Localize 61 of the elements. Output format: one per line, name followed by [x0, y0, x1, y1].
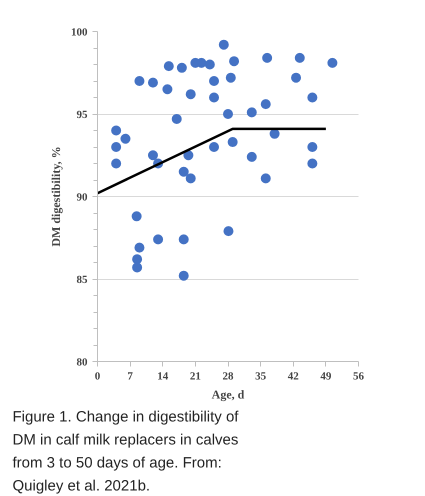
point [178, 166, 189, 177]
point [223, 226, 234, 236]
point [209, 142, 220, 152]
point [183, 150, 194, 160]
point [260, 173, 271, 184]
x-tick-label: 49 [320, 370, 332, 382]
x-tick-label: 0 [94, 370, 101, 382]
point [132, 211, 142, 222]
point [209, 92, 220, 102]
x-tick-label: 28 [222, 370, 234, 382]
point [134, 242, 144, 253]
point [218, 40, 229, 50]
point [291, 72, 302, 83]
point [307, 142, 318, 152]
point [186, 89, 196, 100]
y-tick-label: 100 [71, 26, 88, 38]
point [132, 262, 142, 272]
point [111, 158, 122, 168]
x-tick-label: 21 [190, 370, 201, 382]
point [111, 142, 122, 152]
point [164, 61, 174, 72]
point [262, 52, 272, 63]
x-tick-label: 56 [353, 370, 364, 382]
x-tick-label: 14 [157, 370, 169, 382]
x-tick-label: 35 [255, 370, 267, 382]
x-tick-label: 7 [127, 370, 134, 382]
point [172, 114, 182, 124]
y-tick-label: 90 [76, 192, 88, 204]
point [246, 152, 257, 162]
y-axis-title: DM digestibility, % [49, 146, 63, 247]
point [178, 270, 189, 281]
point [307, 158, 318, 168]
point [120, 134, 130, 144]
y-tick-label: 85 [76, 274, 88, 286]
point [226, 72, 236, 83]
point [294, 52, 305, 63]
x-tick-label: 42 [288, 370, 300, 382]
point [246, 107, 257, 118]
caption: Figure 1. Change in digestibility of DM in calf milk replacers in calves from 3 to 50 days of age. From: Quigley et al. 2021b. [12, 408, 240, 494]
point [178, 234, 189, 244]
point [270, 128, 280, 139]
point [228, 137, 238, 148]
x-axis-title: Age, d [212, 388, 245, 402]
point [223, 109, 233, 119]
point [148, 150, 158, 160]
point [176, 62, 187, 73]
point [153, 234, 164, 244]
point [134, 76, 144, 86]
y-tick-label: 95 [76, 109, 88, 121]
point [162, 84, 172, 94]
point [186, 173, 196, 184]
point [204, 60, 215, 70]
point [209, 76, 220, 86]
point [260, 99, 271, 110]
point [307, 92, 318, 102]
point [148, 78, 158, 88]
point [111, 126, 122, 136]
y-tick-label: 80 [76, 356, 88, 368]
point [229, 56, 240, 66]
point [327, 58, 338, 68]
point [132, 254, 142, 264]
